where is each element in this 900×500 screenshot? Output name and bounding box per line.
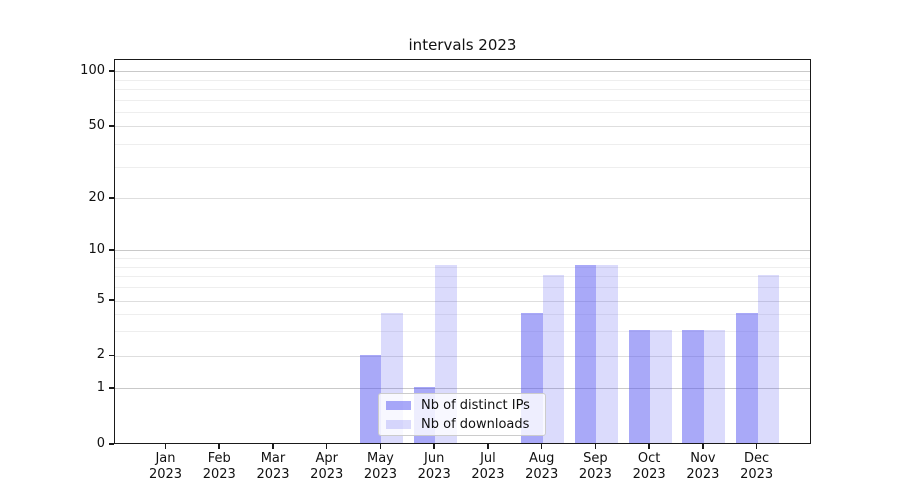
y-gridline	[115, 166, 810, 168]
legend-swatch-distinct-ips-icon	[386, 400, 411, 410]
x-tick-label: Jun 2023	[417, 451, 451, 482]
y-gridline	[115, 314, 810, 316]
bar-distinct-ips	[574, 265, 597, 443]
legend-item-downloads: Nb of downloads	[386, 417, 537, 432]
legend: Nb of distinct IPs Nb of downloads	[378, 393, 546, 436]
y-tick-label: 0	[96, 436, 105, 451]
bar-downloads	[596, 265, 618, 443]
x-tick-label: Sep 2023	[578, 451, 612, 482]
x-tick-mark	[648, 444, 650, 449]
y-gridline	[115, 198, 810, 200]
y-gridline	[115, 79, 810, 81]
y-gridline	[115, 126, 810, 128]
y-tick-label: 2	[96, 347, 105, 363]
y-gridline	[115, 112, 810, 113]
y-gridline	[115, 355, 810, 357]
x-tick-mark	[379, 444, 382, 449]
x-tick-label: Feb 2023	[202, 451, 236, 482]
y-gridline	[115, 89, 810, 91]
y-tick-mark	[109, 387, 114, 389]
y-gridline	[115, 71, 810, 73]
x-tick-mark	[755, 444, 758, 449]
y-tick-label: 100	[80, 62, 105, 78]
bar-distinct-ips	[736, 312, 758, 443]
x-tick-label: Apr 2023	[310, 451, 344, 482]
y-tick-mark	[109, 125, 114, 127]
x-tick-mark	[540, 444, 543, 449]
x-tick-mark	[164, 444, 167, 449]
bar-downloads	[542, 274, 565, 443]
y-gridline	[115, 331, 810, 333]
legend-swatch-downloads-icon	[386, 419, 411, 429]
bar-downloads	[650, 329, 672, 443]
bar-downloads	[703, 329, 726, 443]
chart-title: intervals 2023	[408, 36, 517, 54]
y-tick-mark	[109, 354, 114, 357]
y-gridline	[115, 287, 810, 289]
x-tick-mark	[594, 444, 597, 449]
y-gridline	[115, 99, 810, 101]
y-tick-label: 50	[88, 117, 105, 133]
y-tick-mark	[109, 249, 114, 251]
x-tick-label: Mar 2023	[256, 451, 290, 482]
legend-label-distinct-ips: Nb of distinct IPs	[421, 397, 530, 413]
bar-downloads	[757, 274, 780, 443]
y-gridline	[115, 250, 810, 252]
y-gridline	[115, 266, 810, 268]
bar-distinct-ips	[682, 329, 704, 443]
y-tick-mark	[109, 443, 114, 445]
y-gridline	[115, 300, 810, 302]
plot-area: Nb of distinct IPs Nb of downloads	[114, 59, 811, 444]
legend-label-downloads: Nb of downloads	[421, 416, 530, 432]
bar-distinct-ips	[628, 329, 651, 443]
x-tick-label: May 2023	[363, 451, 397, 482]
x-tick-mark	[325, 444, 328, 449]
x-tick-label: Oct 2023	[632, 451, 666, 482]
x-tick-mark	[218, 444, 220, 449]
x-tick-mark	[702, 444, 704, 449]
y-tick-mark	[109, 70, 114, 72]
y-gridline	[115, 388, 810, 390]
y-tick-label: 10	[88, 241, 105, 257]
x-tick-mark	[272, 444, 274, 449]
y-gridline	[115, 276, 810, 278]
y-gridline	[115, 258, 810, 260]
x-tick-mark	[433, 444, 435, 449]
y-gridline	[115, 144, 810, 146]
x-tick-label: Jan 2023	[148, 451, 183, 482]
x-tick-label: Jul 2023	[471, 451, 505, 482]
legend-item-distinct-ips: Nb of distinct IPs	[386, 398, 537, 413]
y-tick-mark	[109, 197, 114, 199]
x-tick-label: Aug 2023	[525, 451, 559, 482]
y-tick-label: 5	[96, 292, 105, 307]
x-tick-label: Nov 2023	[686, 451, 720, 482]
y-tick-mark	[109, 299, 114, 301]
x-tick-mark	[487, 444, 489, 449]
x-tick-label: Dec 2023	[740, 451, 774, 482]
bar-distinct-ips	[359, 354, 382, 443]
y-tick-label: 1	[96, 379, 105, 395]
y-tick-label: 20	[88, 189, 105, 205]
